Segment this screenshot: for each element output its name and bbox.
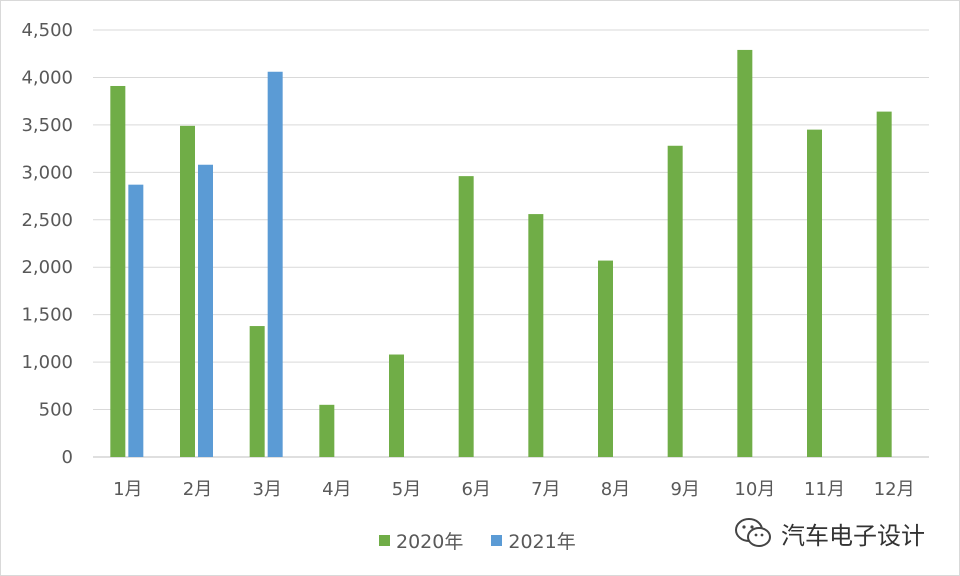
bar-2020 — [807, 129, 822, 457]
x-tick-label: 10月 — [734, 479, 775, 500]
y-tick-label: 0 — [62, 447, 73, 468]
bar-2020 — [110, 85, 126, 458]
legend-item-2020: 2020年 — [379, 527, 463, 554]
legend-swatch-2020 — [379, 535, 390, 546]
bar-2020 — [180, 125, 195, 458]
bar-2020 — [528, 214, 544, 457]
watermark-text: 汽车电子设计 — [781, 521, 925, 550]
legend-item-2021: 2021年 — [491, 527, 576, 554]
y-tick-label: 1,500 — [21, 305, 73, 326]
bar-2020 — [737, 49, 753, 457]
bar-2021 — [128, 184, 144, 457]
bar-2020 — [249, 326, 265, 457]
legend-label-2020: 2020年 — [396, 531, 464, 553]
bar-2020 — [667, 145, 683, 457]
x-tick-label: 2月 — [183, 479, 212, 500]
x-tick-label: 9月 — [670, 479, 699, 500]
x-tick-label: 1月 — [113, 479, 142, 500]
y-tick-label: 4,500 — [21, 20, 73, 41]
y-tick-label: 2,500 — [21, 210, 73, 231]
x-tick-label: 4月 — [322, 479, 351, 500]
x-tick-label: 7月 — [531, 479, 560, 500]
legend: 2020年 2021年 — [379, 527, 576, 554]
y-tick-label: 4,000 — [21, 67, 73, 88]
bar-2020 — [319, 404, 335, 457]
y-tick-label: 3,500 — [21, 115, 73, 136]
bar-2021 — [198, 164, 213, 457]
x-tick-label: 6月 — [461, 479, 490, 500]
y-tick-label: 2,000 — [21, 257, 73, 278]
watermark: 汽车电子设计 — [733, 515, 925, 551]
bar-2020 — [389, 354, 404, 457]
y-tick-label: 1,000 — [21, 352, 73, 373]
x-tick-label: 11月 — [804, 479, 845, 500]
legend-label-2021: 2021年 — [508, 531, 576, 553]
x-tick-label: 12月 — [874, 479, 915, 500]
x-tick-label: 3月 — [252, 479, 281, 500]
bar-2020 — [598, 260, 613, 457]
x-tick-label: 5月 — [392, 479, 421, 500]
y-tick-label: 3,000 — [21, 162, 73, 183]
bar-2020 — [876, 111, 892, 458]
y-tick-label: 500 — [39, 400, 73, 421]
bar-2020 — [458, 176, 474, 457]
wechat-icon — [735, 518, 771, 547]
legend-swatch-2021 — [491, 535, 503, 546]
bar-2021 — [267, 71, 283, 458]
x-tick-label: 8月 — [601, 479, 630, 500]
